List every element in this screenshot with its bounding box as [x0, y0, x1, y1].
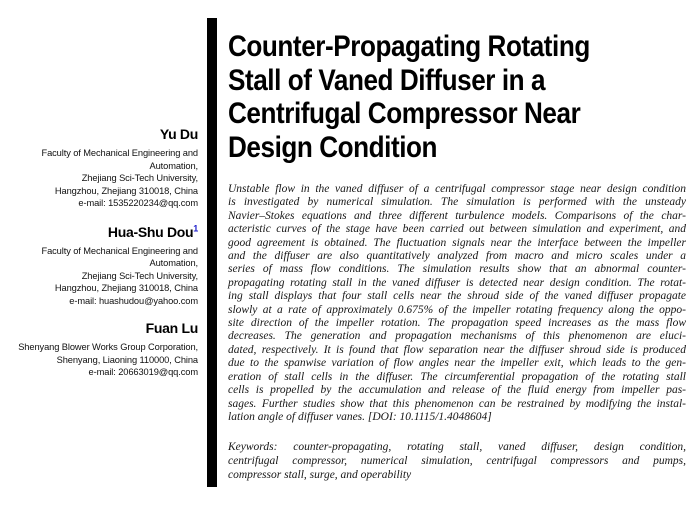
footnote-marker[interactable]: 1	[193, 222, 198, 233]
abstract-line: site direction of the impeller rotation.…	[228, 317, 686, 330]
affiliation-line: Shenyang Blower Works Group Corporation,	[18, 342, 198, 352]
author-name-text: Fuan Lu	[145, 320, 199, 336]
abstract-line: slowly at a rate of approximately 0.675%…	[228, 303, 686, 316]
author-block-fuan-lu: Fuan Lu Shenyang Blower Works Group Corp…	[0, 320, 198, 379]
affiliation-line: Hangzhou, Zhejiang 310018, China	[54, 283, 198, 293]
abstract-line: and the diffuser are also quantitatively…	[228, 250, 686, 263]
author-name: Hua-Shu Dou1	[0, 222, 198, 241]
abstract-line: Navier–Stokes equations and three differ…	[228, 209, 686, 222]
keywords: Keywords: counter-propagating, rotating …	[228, 440, 686, 482]
abstract-line: sages. Further studies show that this ph…	[228, 397, 686, 410]
abstract-line: due to the spanwise variation of flow an…	[228, 357, 686, 370]
affiliation-line: Hangzhou, Zhejiang 310018, China	[54, 185, 198, 196]
abstract-line: good agreement is obtained. The fluctuat…	[228, 236, 686, 249]
author-column: Yu Du Faculty of Mechanical Engineering …	[0, 0, 198, 379]
author-name-text: Yu Du	[159, 126, 198, 142]
title-divider-bar	[207, 18, 217, 487]
abstract-line: series of mass flow conditions. The simu…	[228, 263, 686, 276]
author-name-text: Hua-Shu Dou	[107, 223, 194, 240]
abstract-line: eration of stall cells in the diffuser. …	[228, 370, 686, 383]
abstract: Unstable flow in the vaned diffuser of a…	[228, 183, 686, 424]
author-name: Yu Du	[0, 126, 198, 143]
affiliation-line: Zhejiang Sci-Tech University,	[81, 173, 198, 183]
abstract-line: decreases. The generation and propagatio…	[228, 330, 686, 343]
paper-title: Counter-Propagating Rotating Stall of Va…	[228, 30, 686, 164]
affiliation-line: Zhejiang Sci-Tech University,	[81, 270, 198, 281]
abstract-line: Unstable flow in the vaned diffuser of a…	[228, 183, 686, 195]
author-name: Fuan Lu	[0, 320, 199, 337]
abstract-line: acteristic curves of the stage have been…	[228, 223, 686, 236]
abstract-line: ing stall displays that four stall cells…	[228, 290, 686, 303]
abstract-line: is investigated by numerical simulation.…	[228, 196, 686, 209]
abstract-line: propagating rotating stall in the vaned …	[228, 276, 686, 289]
paper-title-line: Stall of Vaned Diffuser in a	[228, 63, 546, 97]
paper-title-line: Counter-Propagating Rotating	[228, 30, 590, 63]
keywords-line: compressor stall, surge, and operability	[228, 469, 412, 482]
author-email: e-mail: 1535220234@qq.com	[78, 198, 198, 208]
author-email: e-mail: 20663019@qq.com	[88, 367, 199, 377]
abstract-line: cells is propelled by the accumulation a…	[228, 384, 686, 397]
affiliation-line: Automation,	[149, 160, 198, 171]
affiliation-line: Automation,	[149, 258, 198, 268]
affiliation-line: Shenyang, Liaoning 110000, China	[56, 354, 198, 365]
author-block-yu-du: Yu Du Faculty of Mechanical Engineering …	[0, 126, 198, 210]
paper-title-line: Centrifugal Compressor Near	[228, 97, 581, 130]
abstract-line: dated, respectively. It is found that fl…	[228, 343, 686, 356]
affiliation-line: Faculty of Mechanical Engineering and	[41, 245, 198, 256]
affiliation-line: Faculty of Mechanical Engineering and	[41, 148, 198, 158]
author-email: e-mail: huashudou@yahoo.com	[69, 295, 198, 306]
keywords-line: Keywords: counter-propagating, rotating …	[228, 441, 686, 454]
content-column: Counter-Propagating Rotating Stall of Va…	[228, 0, 686, 482]
keywords-line: centrifugal compressor, numerical simula…	[228, 455, 686, 468]
abstract-line-doi: lation angle of diffuser vanes. [DOI: 10…	[228, 410, 492, 423]
paper-title-line: Design Condition	[228, 130, 438, 164]
author-block-hua-shu-dou: Hua-Shu Dou1 Faculty of Mechanical Engin…	[0, 222, 198, 308]
